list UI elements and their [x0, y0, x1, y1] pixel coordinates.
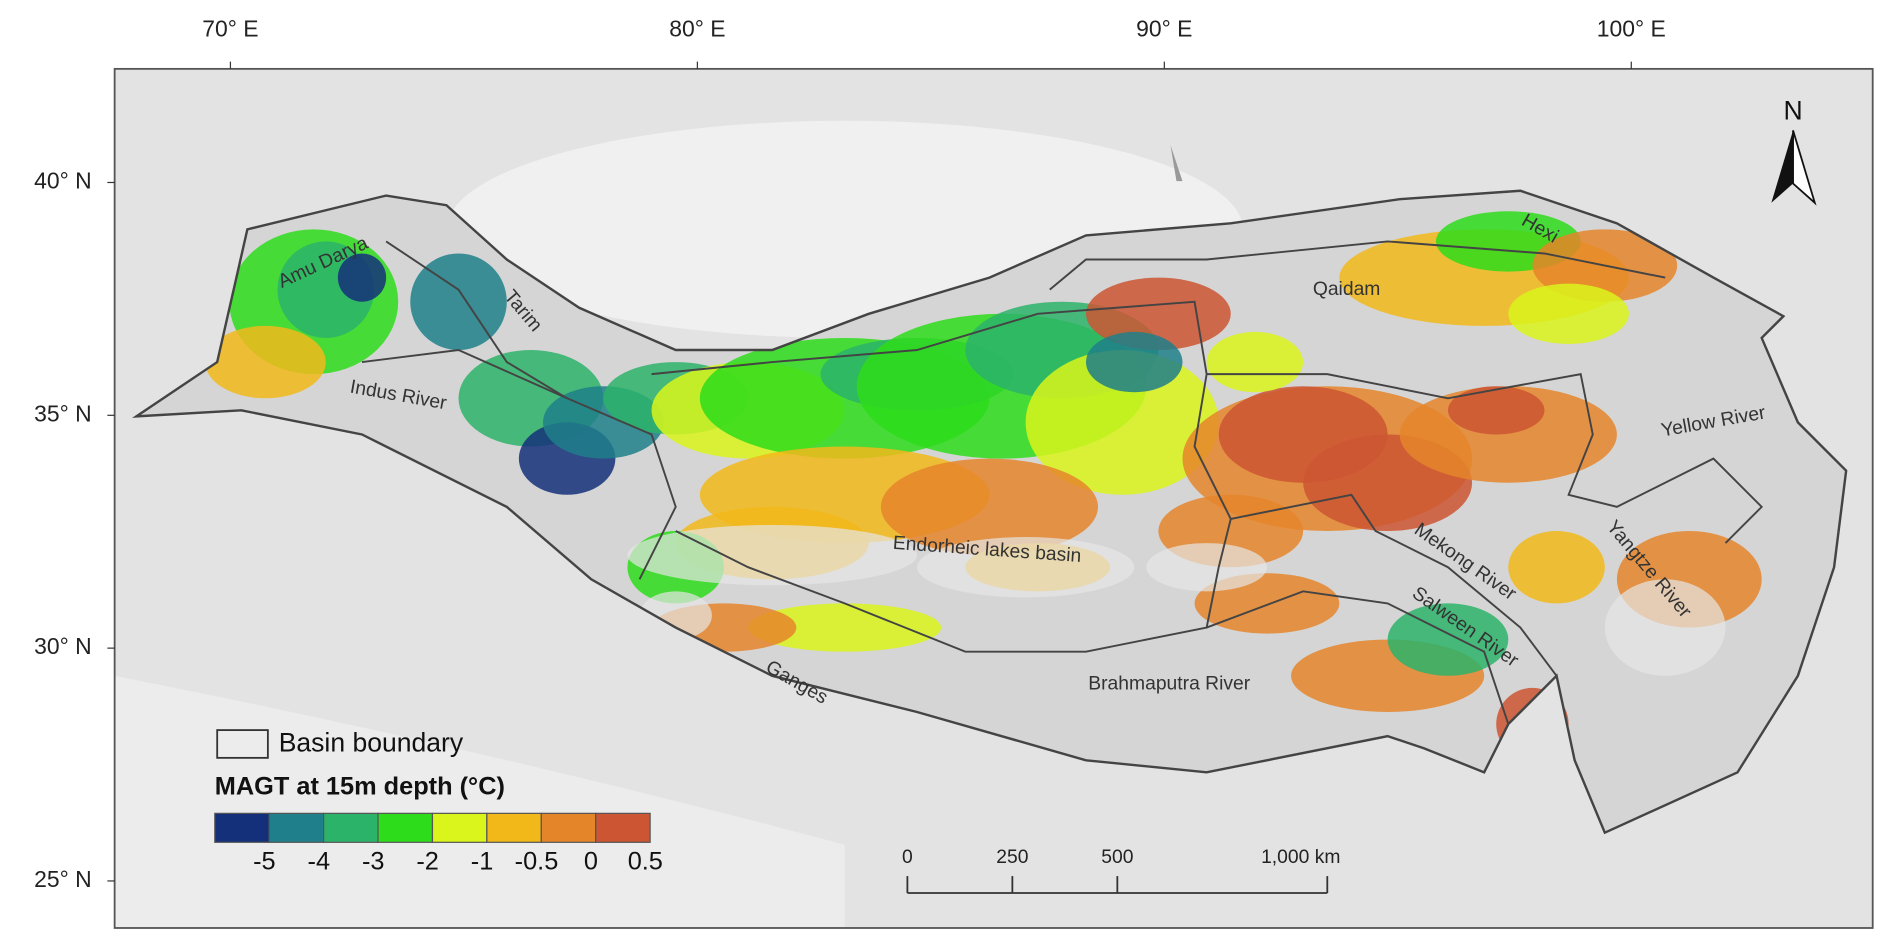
north-arrow-left — [1771, 130, 1794, 203]
magt-patch — [337, 253, 387, 302]
scale-label: 250 — [996, 847, 1028, 868]
bare-terrain — [627, 524, 918, 586]
scale-label: 0 — [902, 847, 913, 868]
legend-swatch — [595, 812, 651, 843]
basin-boundary — [651, 300, 1232, 653]
legend-swatch — [214, 812, 270, 843]
legend-label: -4 — [308, 848, 331, 876]
scale-bar: 0 250 500 1,000 km — [902, 847, 1340, 894]
lon-tick-label: 70° E — [202, 15, 258, 41]
lat-tick-label: 30° N — [34, 633, 92, 659]
basin-boundary — [1206, 373, 1764, 544]
bare-terrain — [917, 537, 1135, 598]
graticule: 70° E 80° E 90° E 100° E 40° N 35° N 30° N 25° … — [34, 15, 1666, 892]
lon-tick-label: 100° E — [1597, 15, 1666, 41]
legend-label: -0.5 — [515, 848, 559, 876]
legend-swatch — [431, 812, 488, 843]
magt-patch — [880, 458, 1099, 556]
scale-label: 1,000 km — [1261, 847, 1340, 868]
basin-label: Brahmaputra River — [1088, 673, 1251, 694]
legend-label: -1 — [471, 848, 494, 876]
legend-title: MAGT at 15m depth (°C) — [215, 773, 505, 801]
lat-tick-label: 25° N — [34, 866, 92, 892]
legend-label: -2 — [416, 848, 439, 876]
basin-boundaries — [361, 240, 1764, 725]
legend-label: -5 — [253, 848, 276, 876]
basin-boundary — [361, 349, 677, 580]
lowland — [114, 675, 845, 928]
legend-swatch — [540, 812, 597, 843]
magt-patch — [1508, 283, 1629, 344]
lat-tick-label: 40° N — [34, 168, 92, 194]
legend-label: 0.5 — [628, 848, 663, 876]
basin-boundary — [1206, 590, 1510, 725]
legend: Basin boundary MAGT at 15m depth (°C) -5… — [214, 728, 663, 876]
magt-patch — [1206, 331, 1304, 393]
magt-patch — [1085, 277, 1231, 351]
magt-patch — [205, 325, 326, 399]
magt-patch — [1447, 386, 1545, 435]
scale-label: 500 — [1101, 847, 1133, 868]
magt-layer — [205, 211, 1762, 761]
legend-swatch — [323, 812, 379, 843]
magt-patch — [1025, 350, 1219, 495]
basin-boundary — [1049, 240, 1666, 291]
magt-patch — [748, 603, 942, 652]
lon-tick-label: 90° E — [1136, 15, 1192, 41]
magt-patch — [1508, 531, 1605, 604]
bare-terrain — [1146, 543, 1267, 592]
north-label: N — [1783, 95, 1802, 125]
lon-tick-label: 80° E — [669, 15, 725, 41]
basin-boundary — [385, 240, 568, 400]
magt-patch — [1085, 331, 1183, 393]
legend-label: 0 — [584, 848, 598, 876]
boundary-swatch — [216, 729, 269, 759]
north-arrow-right — [1792, 130, 1817, 206]
basin-boundary — [1230, 493, 1558, 677]
basin-label: Qaidam — [1313, 279, 1381, 300]
legend-swatch — [377, 812, 434, 843]
map-frame — [113, 67, 1874, 929]
magt-patch — [1387, 603, 1509, 676]
bare-terrain — [1604, 579, 1726, 676]
legend-swatch — [486, 812, 542, 843]
north-arrow: N — [1771, 95, 1817, 206]
boundary-label: Basin boundary — [279, 728, 464, 758]
legend-swatch — [268, 812, 325, 843]
legend-label: -3 — [362, 848, 385, 876]
lat-tick-label: 35° N — [34, 400, 92, 426]
